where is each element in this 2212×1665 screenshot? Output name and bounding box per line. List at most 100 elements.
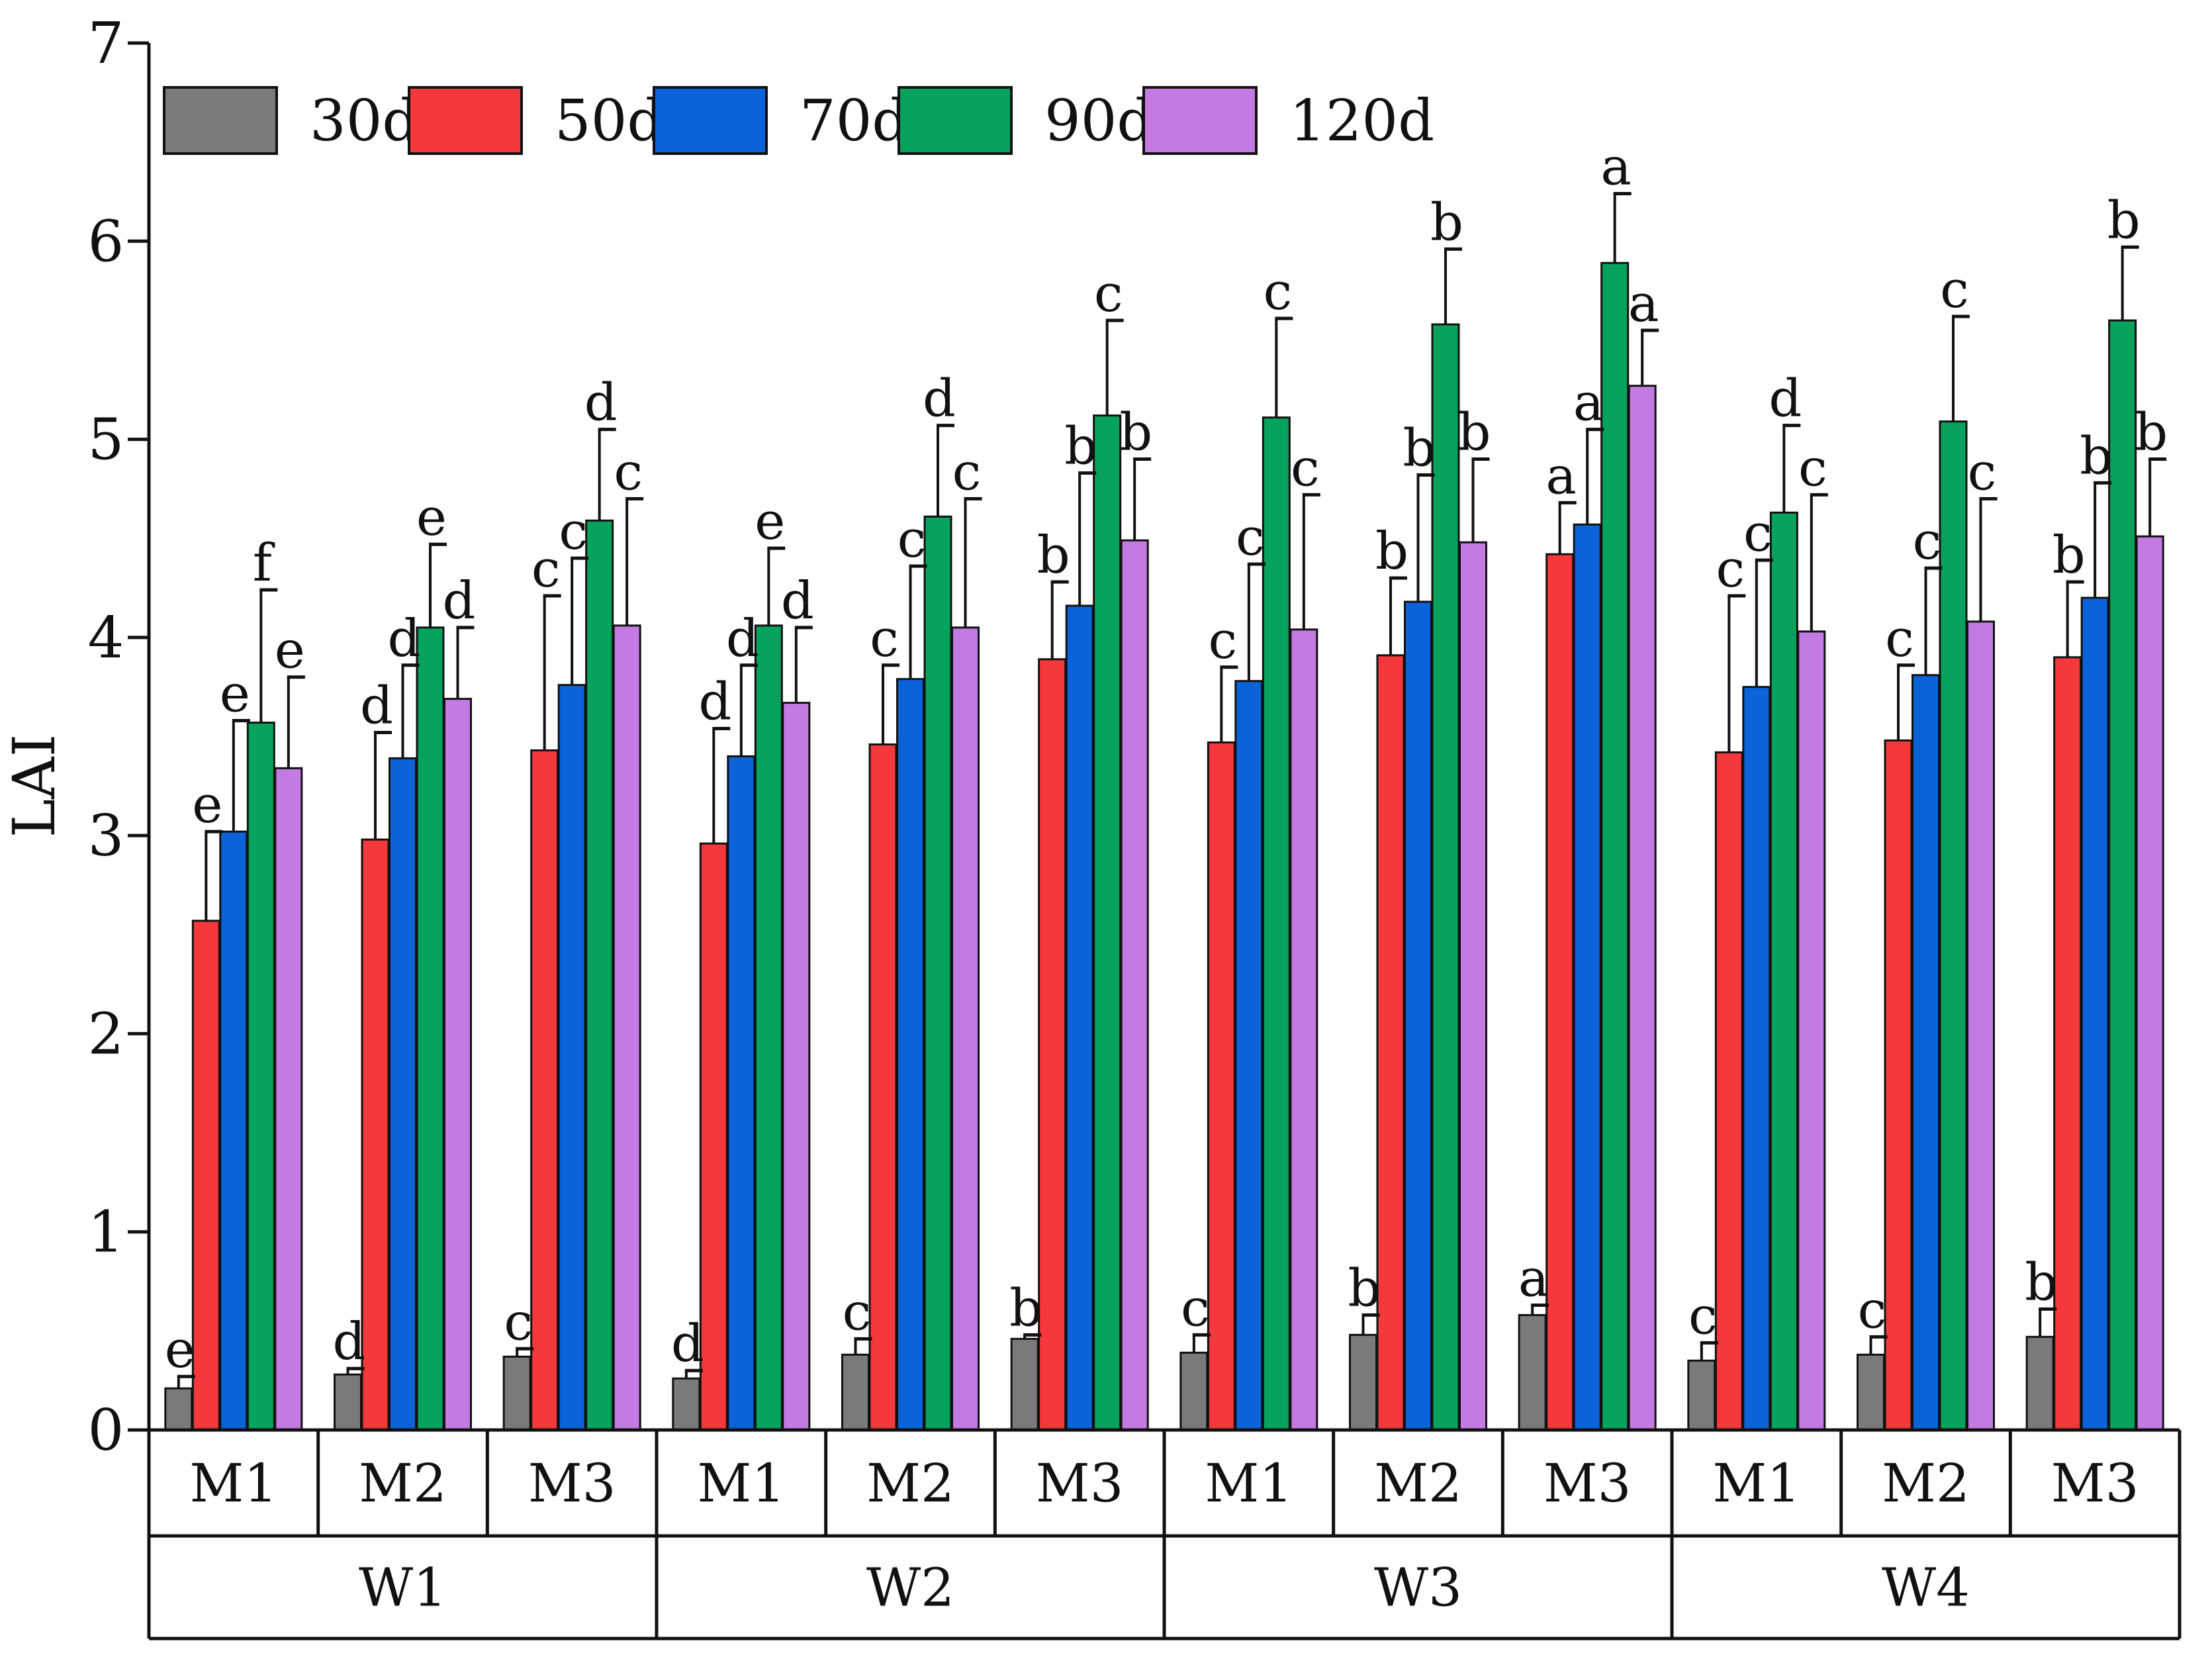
- bar: [1234, 680, 1264, 1431]
- bar: [1065, 604, 1094, 1431]
- significance-letter: b: [1037, 526, 1070, 585]
- x-tick-label: M1: [1205, 1452, 1293, 1514]
- legend-swatch: [898, 86, 1013, 155]
- significance-letter: d: [923, 369, 956, 429]
- significance-letter: b: [1375, 522, 1408, 581]
- significance-letter: d: [388, 609, 421, 669]
- significance-letter: c: [1688, 1286, 1718, 1346]
- x-tick-label: M3: [528, 1452, 616, 1514]
- significance-letter: b: [1403, 418, 1436, 478]
- bar: [1518, 1313, 1547, 1431]
- bar: [1857, 1353, 1885, 1431]
- bar: [2025, 1335, 2054, 1431]
- bar: [1939, 420, 1968, 1431]
- y-tick-label: 1: [88, 1200, 124, 1266]
- bar: [868, 743, 898, 1431]
- significance-letter: b: [1458, 403, 1491, 463]
- bar: [923, 515, 952, 1431]
- error-bars-layer: [177, 191, 2167, 1389]
- legend-label: 50d: [555, 88, 663, 154]
- group-label: W1: [359, 1557, 447, 1619]
- x-tick-label: M3: [2051, 1452, 2139, 1514]
- significance-letter: c: [531, 540, 561, 599]
- significance-letter: c: [1263, 262, 1292, 322]
- bar: [1600, 262, 1630, 1431]
- bar: [361, 838, 390, 1431]
- significance-letter: a: [1518, 1249, 1549, 1308]
- significance-letter: c: [504, 1292, 533, 1352]
- x-tick-label: M3: [1544, 1452, 1632, 1514]
- bar: [699, 842, 728, 1431]
- significance-letter: c: [1798, 438, 1827, 498]
- bar: [841, 1353, 870, 1431]
- bar: [727, 755, 756, 1431]
- significance-letter: c: [1913, 512, 1942, 571]
- significance-letter: c: [559, 502, 588, 561]
- bars-layer: [164, 262, 2164, 1431]
- bar: [585, 519, 614, 1431]
- legend-swatch: [653, 86, 768, 155]
- bar: [1545, 553, 1575, 1431]
- significance-letter: c: [1291, 438, 1320, 498]
- x-tick-label: M2: [1882, 1452, 1970, 1514]
- bar: [191, 920, 220, 1431]
- x-tick-label: M1: [1712, 1452, 1800, 1514]
- bar: [612, 624, 641, 1431]
- x-tick-label: M3: [1036, 1452, 1124, 1514]
- significance-letter: c: [1208, 611, 1237, 671]
- bar: [1769, 511, 1798, 1431]
- bar: [782, 702, 811, 1431]
- bar: [1687, 1359, 1716, 1431]
- significance-letter: d: [781, 571, 814, 631]
- bar: [1966, 620, 1995, 1431]
- bar: [2053, 656, 2082, 1431]
- bar: [1714, 751, 1743, 1431]
- bar: [443, 698, 472, 1431]
- significance-letter: e: [755, 492, 785, 551]
- legend-label: 70d: [800, 88, 908, 154]
- axes-layer: 0 1 2 3 4 5 6 7: [88, 11, 151, 1464]
- significance-letter: b: [2107, 191, 2141, 250]
- significance-letter: d: [333, 1312, 366, 1372]
- bar: [1010, 1337, 1039, 1431]
- bar: [1376, 654, 1405, 1431]
- legend-swatch: [408, 86, 523, 155]
- significance-letter: b: [2025, 1253, 2058, 1312]
- significance-letter: d: [584, 373, 618, 433]
- group-label: W2: [866, 1557, 954, 1619]
- legend-label: 120d: [1289, 88, 1434, 154]
- bar: [164, 1387, 193, 1431]
- bar: [2108, 319, 2137, 1431]
- bar: [246, 722, 275, 1431]
- significance-letter: d: [443, 571, 476, 631]
- x-tick-label: M1: [189, 1452, 277, 1514]
- significance-letter: b: [1430, 193, 1463, 252]
- significance-letter: d: [698, 673, 731, 732]
- y-tick-label: 5: [88, 407, 124, 473]
- bar: [1262, 416, 1291, 1431]
- significance-letter: c: [898, 510, 927, 569]
- significance-letter: c: [952, 442, 982, 502]
- significance-letter: a: [1545, 446, 1577, 506]
- bar: [219, 830, 248, 1431]
- x-tick-label: M2: [359, 1452, 447, 1514]
- bar: [1179, 1351, 1209, 1431]
- significance-letter: b: [2135, 403, 2168, 463]
- bar: [1573, 523, 1602, 1431]
- y-tick-label: 7: [88, 11, 124, 77]
- bar: [1797, 630, 1826, 1431]
- significance-letter: c: [843, 1282, 872, 1342]
- y-tick-label: 2: [88, 1001, 124, 1067]
- significance-letter: d: [726, 609, 759, 669]
- bar: [389, 757, 417, 1431]
- significance-letter: b: [2080, 426, 2113, 486]
- significance-letter: a: [1600, 137, 1632, 197]
- significance-letter: e: [165, 1320, 195, 1380]
- significance-letter: c: [614, 442, 643, 502]
- significance-letter: e: [220, 665, 250, 724]
- bar: [1349, 1333, 1377, 1431]
- legend-label: 90d: [1044, 88, 1153, 154]
- significance-letter: c: [1858, 1280, 1887, 1340]
- bar: [502, 1355, 531, 1431]
